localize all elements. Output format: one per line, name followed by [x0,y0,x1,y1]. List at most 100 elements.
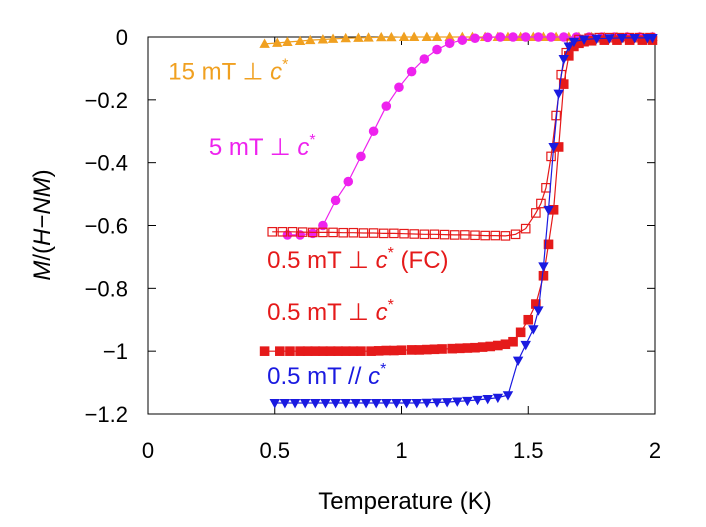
data-point [543,205,554,216]
data-point [330,399,341,409]
data-point [409,229,419,239]
data-point [482,394,493,405]
x-axis-title: Temperature (K) [318,488,491,515]
data-point [538,262,549,272]
data-point [297,227,308,237]
data-point [629,33,640,44]
data-point [431,31,443,41]
data-point [401,399,412,409]
data-point [330,195,341,206]
data-point [616,33,628,44]
data-point [363,32,374,42]
y-tick-label: 0 [116,25,128,50]
data-point [285,346,295,356]
data-point [508,336,518,347]
series-annotation: 0.5 mT ⊥ c* (FC) [267,245,448,274]
y-axis-title: M/(H−NM) [29,169,56,280]
data-point [452,397,463,407]
data-point [338,227,348,238]
x-tick-label: 1 [395,438,407,463]
data-point [294,35,306,46]
data-point [394,82,404,93]
data-point [449,230,460,240]
x-tick-label: 0 [142,438,154,463]
data-point [538,270,549,281]
series-annotation: 0.5 mT ⊥ c* [267,297,394,326]
data-point [389,228,399,239]
data-point [399,228,409,239]
data-point [398,31,410,41]
data-point [548,142,559,153]
data-point [386,31,397,42]
data-point [408,31,420,41]
series-annotation: 0.5 mT // c* [267,361,386,390]
y-tick-label: −1.2 [85,402,128,427]
data-point [381,101,392,111]
data-point [558,32,569,42]
data-point [546,151,556,162]
data-point [462,396,473,407]
data-point [353,32,364,42]
plot-marks [259,31,658,409]
data-point [520,340,531,351]
data-point [520,32,531,42]
data-point [431,398,443,408]
data-point [591,34,602,45]
data-point [647,33,658,44]
series-2 [267,32,655,241]
data-point [460,230,470,240]
data-point [457,35,468,45]
data-point [470,33,480,44]
series-annotation: 15 mT ⊥ c* [168,56,288,85]
data-point [358,228,369,238]
data-point [536,198,546,209]
y-tick-label: −0.4 [85,151,128,176]
x-tick-label: 1.5 [513,438,544,463]
plot-axes: 0 0.5 1 1.5 2 0 −0.2 −0.4 −0.6 −0.8 −1 −1.2 [85,25,662,463]
data-point [381,399,392,409]
data-point [543,239,554,250]
data-point [340,32,351,43]
data-point [421,398,433,409]
data-point [282,230,293,240]
data-point [512,356,524,367]
data-point [568,37,580,48]
data-point [432,44,442,55]
data-point [520,223,531,234]
data-point [310,399,321,409]
data-point [533,306,544,316]
y-tick-label: −0.8 [85,276,128,301]
data-point [528,325,539,335]
data-point [356,346,366,356]
data-point [317,34,329,44]
series-annotations: 15 mT ⊥ c* 5 mT ⊥ c* 0.5 mT ⊥ c* (FC) 0.5 m… [168,56,448,390]
data-point [348,227,359,238]
x-tick-label: 0.5 [259,438,290,463]
data-point [259,38,270,48]
data-point [533,32,544,42]
data-point [406,66,417,77]
data-point [429,229,440,240]
data-point [391,399,402,409]
data-point [444,38,455,49]
data-point [480,230,490,241]
data-point [419,229,430,240]
data-point [523,314,534,325]
data-point [495,32,506,42]
data-point [320,399,331,409]
data-point [289,399,301,409]
data-point [299,399,311,409]
data-point [259,346,270,356]
data-point [482,32,493,43]
data-point [267,226,278,237]
data-point [396,345,407,356]
data-point [531,208,541,218]
series-1 [282,32,658,240]
plot-frame [147,36,656,415]
series-annotation: 5 mT ⊥ c* [209,132,316,161]
data-point [279,399,291,409]
data-point [439,229,450,240]
series-line [287,36,653,236]
data-point [470,230,480,241]
